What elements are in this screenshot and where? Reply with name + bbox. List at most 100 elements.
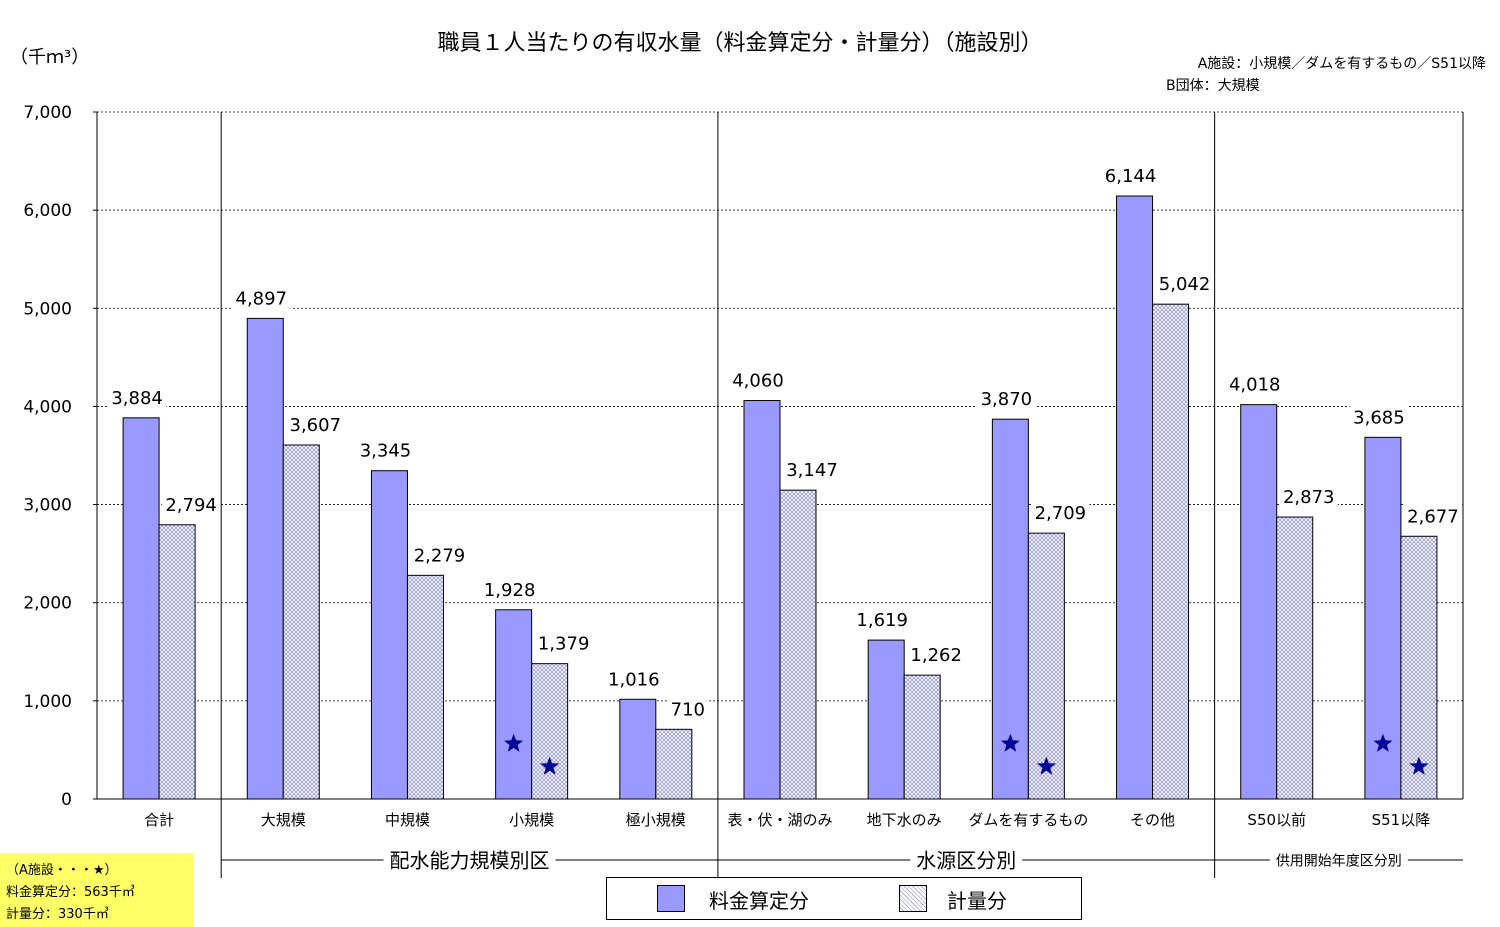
bar-rate: [1240, 404, 1278, 800]
bar-metered: [1276, 516, 1314, 800]
data-label-metered: 2,677: [1407, 506, 1459, 527]
y-axis: 0 1,000 2,000 3,000 4,000 5,000 6,000 7,000: [23, 103, 1464, 810]
y-tick-label: 0: [61, 790, 72, 810]
data-label-metered: 3,147: [786, 460, 838, 481]
star-marker-rate: [1373, 733, 1393, 752]
data-label-bg: [669, 695, 707, 722]
x-tick-label: 表・伏・湖のみ: [727, 811, 832, 829]
x-tick-label: S51以降: [1372, 811, 1431, 829]
bar-metered: [655, 728, 693, 800]
stars: [504, 733, 1429, 775]
legend-swatch-rate: [657, 885, 685, 912]
bar-metered: [282, 444, 320, 800]
y-tick-label: 4,000: [23, 397, 72, 417]
bar-rate: [619, 698, 657, 800]
legend-label-metered: 計量分: [947, 889, 1007, 913]
data-label-bg: [1279, 483, 1338, 510]
data-label-metered: 710: [671, 699, 705, 720]
x-axis: 合計 大規模 中規模 小規模 極小規模 表・伏・湖のみ 地下水のみ ダムを有するもの その他 S5…: [97, 798, 1463, 829]
y-tick-label: 2,000: [23, 594, 72, 614]
group-label: 供用開始年度区分別: [1276, 853, 1402, 869]
star-marker-rate: [504, 733, 524, 752]
bar-rate: [495, 609, 533, 800]
note-box-line-3: 計量分：330千㎥: [6, 907, 109, 922]
data-label-bg: [1225, 370, 1284, 397]
x-tick-label: 地下水のみ: [867, 811, 942, 829]
group-labels: 配水能力規模別区 水源区分別 供用開始年度区分別: [220, 112, 1463, 878]
y-tick-label: 5,000: [23, 299, 72, 319]
data-label-rate: 3,884: [111, 388, 163, 409]
star-marker-metered: [1409, 756, 1429, 775]
y-tick-label: 7,000: [23, 103, 72, 123]
data-label-bg: [852, 606, 912, 633]
data-labels: 3,884 2,794 4,897 3,607 3,345 2,279 1,928 1,379…: [107, 162, 1463, 722]
star-marker-metered: [540, 756, 560, 775]
legend: 料金算定分 計量分: [606, 877, 1082, 920]
y-tick-label: 6,000: [23, 201, 72, 221]
data-label-bg: [534, 629, 593, 656]
data-label-bg: [356, 436, 415, 463]
data-label-rate: 3,345: [360, 441, 412, 462]
group-label: 水源区分別: [916, 849, 1016, 873]
data-label-rate: 6,144: [1105, 166, 1157, 187]
data-label-bg: [232, 284, 291, 311]
bar-metered: [406, 574, 444, 800]
data-label-metered: 2,873: [1283, 487, 1335, 508]
data-label-bg: [728, 366, 788, 393]
bar-rate: [246, 317, 284, 800]
x-tick-label: S50以前: [1247, 811, 1306, 829]
note-top-right-1: A施設：小規模／ダムを有するもの／S51以降: [1198, 56, 1486, 72]
data-label-bg: [410, 541, 469, 568]
data-label-rate: 4,060: [732, 371, 784, 392]
x-tick-label: 極小規模: [626, 811, 686, 829]
data-label-rate: 4,897: [236, 288, 288, 309]
bar-metered: [1400, 535, 1438, 800]
group-label: 配水能力規模別区: [390, 849, 550, 873]
data-label-bg: [480, 575, 539, 602]
y-tick-label: 3,000: [23, 496, 72, 516]
bar-metered: [779, 489, 817, 800]
data-label-rate: 3,685: [1353, 407, 1405, 428]
data-label-metered: 2,709: [1035, 503, 1087, 524]
data-label-rate: 1,928: [484, 580, 536, 601]
data-label-bg: [1031, 499, 1090, 526]
data-label-bg: [1349, 403, 1409, 430]
data-label-bg: [906, 641, 966, 668]
x-tick-label: 大規模: [261, 811, 306, 829]
bar-rate: [867, 639, 905, 800]
star-marker-rate: [1000, 733, 1020, 752]
note-box-line-2: 料金算定分：563千㎥: [6, 885, 135, 900]
data-label-bg: [604, 665, 664, 692]
data-label-bg: [782, 456, 842, 483]
star-marker-metered: [1036, 756, 1056, 775]
data-label-bg: [286, 410, 345, 437]
legend-swatch-metered: [899, 885, 927, 912]
data-label-bg: [107, 383, 167, 410]
bars: [122, 195, 1438, 800]
data-label-bg: [977, 385, 1036, 412]
data-label-bg: [161, 490, 221, 517]
unit-label: （千ｍ³）: [10, 47, 89, 68]
bar-metered: [158, 524, 196, 800]
data-label-metered: 1,379: [538, 634, 590, 655]
bar-rate: [1116, 195, 1154, 800]
note-top-right-2: B団体：大規模: [1166, 78, 1260, 94]
data-label-metered: 5,042: [1159, 274, 1211, 295]
x-tick-label: その他: [1130, 811, 1175, 829]
x-tick-label: 小規模: [509, 811, 554, 829]
data-label-rate: 4,018: [1229, 375, 1281, 396]
data-label-bg: [1403, 502, 1463, 529]
chart-title: 職員１人当たりの有収水量（料金算定分・計量分）（施設別）: [437, 31, 1042, 56]
data-label-rate: 3,870: [981, 389, 1033, 410]
note-box-line-1: （A施設・・・★）: [6, 863, 118, 878]
bar-metered: [1152, 303, 1190, 800]
data-label-bg: [1155, 270, 1214, 297]
x-tick-label: 中規模: [385, 811, 430, 829]
data-label-metered: 1,262: [910, 645, 962, 666]
bar-rate: [743, 400, 781, 800]
x-tick-label: 合計: [144, 811, 174, 829]
data-label-metered: 2,794: [165, 495, 217, 516]
x-tick-label: ダムを有するもの: [968, 811, 1088, 829]
y-tick-label: 1,000: [23, 692, 72, 712]
data-label-bg: [1101, 162, 1160, 189]
